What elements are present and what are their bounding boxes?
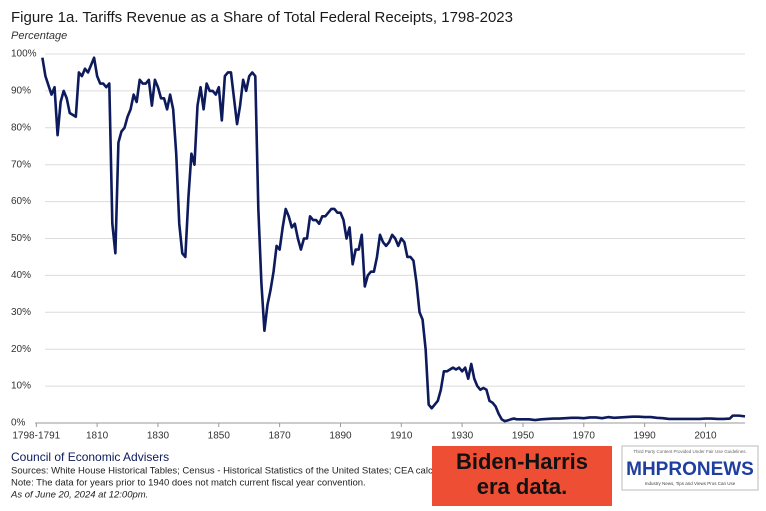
annotation: Biden-Harris: [456, 449, 588, 474]
y-tick-label: 30%: [11, 307, 31, 318]
x-tick-label: 1870: [269, 431, 292, 442]
x-tick-label: 1990: [634, 431, 657, 442]
x-tick-label: 1950: [512, 431, 535, 442]
y-tick-label: 90%: [11, 86, 31, 97]
y-tick-label: 80%: [11, 122, 31, 133]
logo-box: [621, 445, 759, 491]
y-tick-label: 20%: [11, 344, 31, 355]
source-title: Council of Economic Advisers: [11, 450, 169, 464]
y-tick-label: 60%: [11, 196, 31, 207]
logo-text: Third Party Content Provided Under Fair …: [633, 449, 747, 454]
data-line: [41, 56, 746, 423]
y-tick-label: 100%: [11, 49, 37, 60]
x-tick-label: 1970: [573, 431, 596, 442]
annotation-box: [432, 446, 612, 506]
y-tick-label: 0%: [11, 418, 26, 429]
y-tick-label: 10%: [11, 381, 31, 392]
chart-subtitle: Percentage: [11, 30, 67, 42]
note: As of June 20, 2024 at 12:00pm.: [10, 490, 148, 501]
y-tick-label: 40%: [11, 270, 31, 281]
logo-text: Industry News, Tips and Views Pros Can U…: [645, 481, 736, 486]
x-tick-label: 1850: [208, 431, 231, 442]
y-tick-label: 50%: [11, 233, 31, 244]
x-tick-label: 2010: [694, 431, 717, 442]
x-tick-label: 1810: [86, 431, 109, 442]
logo-name: MHPRONEWS: [626, 459, 754, 480]
annotation: era data.: [477, 474, 568, 499]
note: Note: The data for years prior to 1940 d…: [11, 478, 366, 489]
chart-title: Figure 1a. Tariffs Revenue as a Share of…: [11, 9, 513, 26]
x-tick-label: 1830: [147, 431, 170, 442]
x-tick-label: 1910: [390, 431, 413, 442]
x-tick-label: 1930: [451, 431, 474, 442]
note: Sources: White House Historical Tables; …: [11, 466, 468, 477]
x-tick-label: 1890: [329, 431, 352, 442]
y-tick-label: 70%: [11, 159, 31, 170]
x-tick-label: 1798-1791: [12, 431, 60, 442]
